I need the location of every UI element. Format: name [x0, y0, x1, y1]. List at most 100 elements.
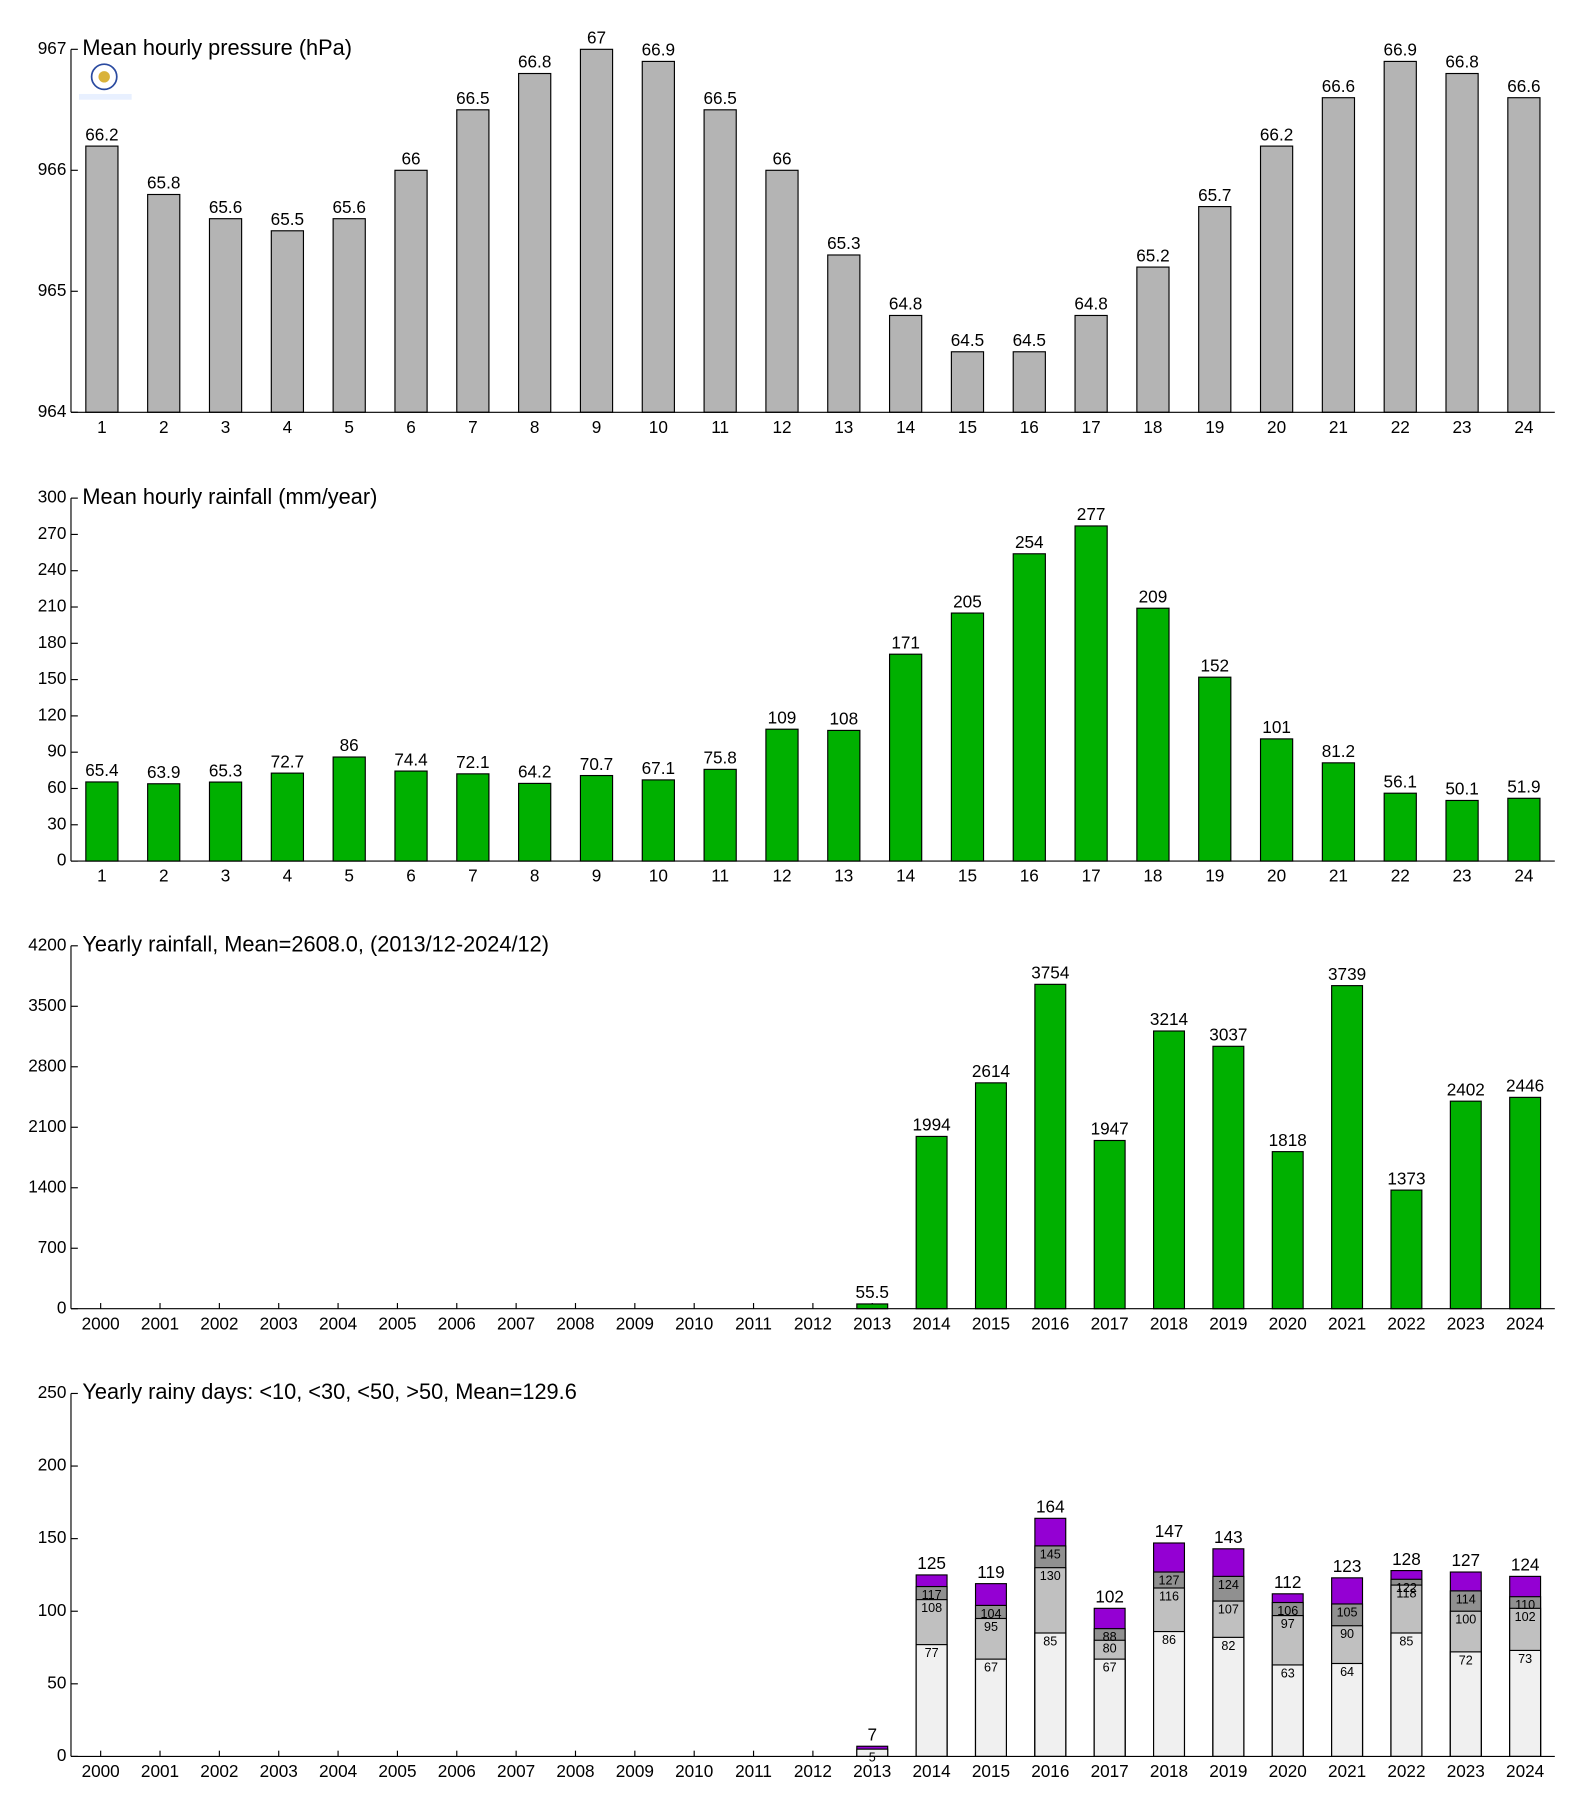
x-tick-label: 3: [221, 866, 231, 886]
value-label: 66.6: [1322, 76, 1355, 96]
value-label: 72: [1459, 1653, 1473, 1667]
value-label: 66.8: [1445, 52, 1478, 72]
bar: [1012, 351, 1046, 413]
x-tick-label: 19: [1205, 866, 1224, 886]
bar: [827, 254, 861, 413]
x-tick-label: 23: [1453, 417, 1472, 437]
bar: [147, 193, 181, 413]
value-label: 97: [1281, 1617, 1295, 1631]
value-label: 66.8: [518, 52, 551, 72]
y-tick-label: 300: [38, 487, 67, 507]
x-tick-label: 2004: [319, 1761, 358, 1781]
value-label: 95: [984, 1620, 998, 1634]
value-label: 64.5: [951, 330, 984, 350]
value-label: 55.5: [856, 1282, 889, 1302]
value-label: 164: [1036, 1497, 1065, 1517]
value-label: 65.6: [209, 197, 242, 217]
value-label: 65.3: [209, 760, 242, 780]
x-tick-label: 2015: [972, 1313, 1010, 1333]
x-tick-label: 2006: [438, 1761, 476, 1781]
value-label: 3214: [1150, 1009, 1189, 1029]
value-label: 125: [917, 1553, 946, 1573]
bar: [518, 72, 552, 413]
value-label: 106: [1277, 1604, 1298, 1618]
bar: [888, 314, 923, 413]
value-label: 127: [1159, 1574, 1180, 1588]
x-tick-label: 21: [1329, 866, 1348, 886]
bar: [1153, 1630, 1186, 1757]
x-tick-label: 7: [468, 417, 478, 437]
x-tick-label: 2019: [1209, 1313, 1247, 1333]
value-label: 109: [768, 707, 797, 727]
x-tick-label: 21: [1329, 417, 1348, 437]
bar: [1153, 1030, 1186, 1310]
value-label: 67: [587, 28, 606, 48]
bar: [950, 612, 985, 862]
x-tick-label: 8: [530, 866, 540, 886]
x-tick-label: 2001: [141, 1313, 179, 1333]
x-tick-label: 23: [1453, 866, 1472, 886]
bar: [1259, 738, 1294, 862]
x-tick-label: 20: [1267, 417, 1286, 437]
x-tick-label: 2018: [1150, 1761, 1188, 1781]
value-label: 205: [953, 591, 982, 611]
value-label: 130: [1040, 1569, 1061, 1583]
x-tick-label: 2016: [1031, 1313, 1069, 1333]
bar: [1136, 266, 1170, 413]
bar: [1383, 792, 1417, 862]
x-tick-label: 22: [1391, 866, 1410, 886]
value-label: 209: [1139, 586, 1168, 606]
value-label: 3037: [1209, 1025, 1247, 1045]
bar: [394, 770, 428, 862]
x-tick-label: 13: [834, 866, 853, 886]
x-tick-label: 2024: [1506, 1761, 1545, 1781]
value-label: 73: [1518, 1652, 1532, 1666]
bar: [208, 218, 243, 413]
bar: [1012, 553, 1046, 862]
x-tick-label: 10: [649, 866, 668, 886]
value-label: 1994: [913, 1115, 952, 1135]
x-tick-label: 2015: [972, 1761, 1010, 1781]
value-label: 108: [829, 709, 858, 729]
x-tick-label: 6: [406, 417, 416, 437]
bar: [765, 728, 799, 862]
value-label: 65.7: [1198, 185, 1231, 205]
y-tick-label: 250: [38, 1382, 67, 1402]
bar: [1034, 1632, 1067, 1757]
bar: [1198, 206, 1232, 413]
value-label: 124: [1511, 1555, 1540, 1575]
bar: [915, 1644, 948, 1757]
value-label: 102: [1515, 1610, 1536, 1624]
x-tick-label: 19: [1205, 417, 1224, 437]
bar: [1074, 314, 1108, 413]
bar: [518, 782, 552, 862]
bar: [1321, 762, 1356, 862]
value-label: 64.2: [518, 762, 551, 782]
value-label: 7: [867, 1724, 877, 1744]
x-tick-label: 12: [772, 866, 791, 886]
value-label: 56.1: [1384, 771, 1417, 791]
value-label: 152: [1200, 655, 1229, 675]
x-tick-label: 2010: [675, 1761, 713, 1781]
x-tick-label: 2023: [1447, 1313, 1485, 1333]
x-tick-label: 2: [159, 866, 169, 886]
bar: [1034, 983, 1067, 1310]
bar: [1390, 1632, 1423, 1757]
x-tick-label: 18: [1143, 866, 1162, 886]
x-tick-label: 2007: [497, 1761, 535, 1781]
y-tick-label: 200: [38, 1455, 67, 1475]
y-tick-label: 0: [57, 850, 67, 870]
value-label: 70.7: [580, 754, 613, 774]
bar: [915, 1135, 948, 1310]
value-label: 105: [1337, 1605, 1358, 1619]
value-label: 100: [1455, 1613, 1476, 1627]
y-tick-label: 100: [38, 1600, 67, 1620]
x-tick-label: 2019: [1209, 1761, 1247, 1781]
x-tick-label: 15: [958, 866, 977, 886]
value-label: 1947: [1091, 1119, 1129, 1139]
value-label: 65.8: [147, 173, 180, 193]
bar: [765, 169, 799, 413]
value-label: 63.9: [147, 762, 180, 782]
x-tick-label: 2012: [794, 1761, 832, 1781]
